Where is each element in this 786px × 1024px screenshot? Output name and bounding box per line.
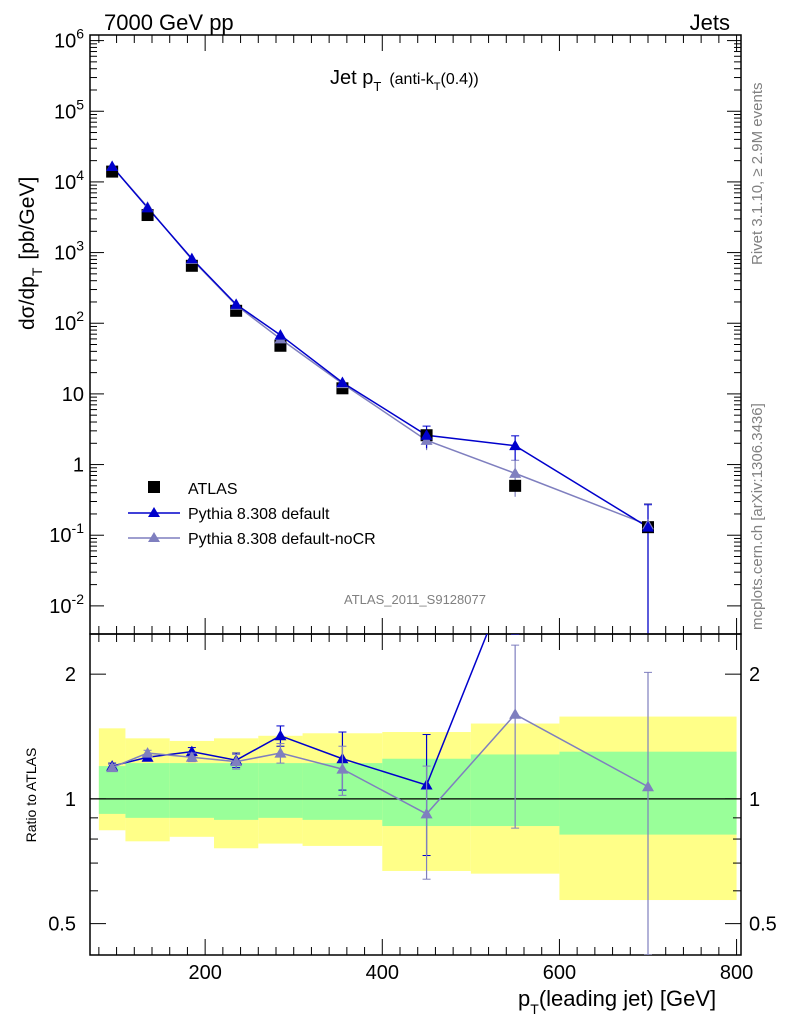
y-axis-label-sub: T: [29, 267, 45, 276]
y-axis-label-b: [pb/GeV]: [16, 177, 39, 260]
ratio-point-nocr: [420, 807, 433, 819]
y-tick-label: 105: [54, 96, 84, 123]
data-point-default: [420, 429, 433, 440]
ratio-point-nocr: [274, 747, 287, 758]
ratio-point-default: [509, 557, 521, 568]
y-axis-label-ratio: Ratio to ATLAS: [23, 748, 39, 843]
y-tick-label: 10-1: [49, 520, 84, 547]
legend-marker-default: [148, 507, 160, 517]
ratio-point-nocr: [141, 747, 154, 758]
legend-label-atlas: ATLAS: [188, 481, 238, 498]
x-axis-label-b: (leading jet) [GeV]: [539, 986, 716, 1011]
y-tick-label: 103: [54, 238, 84, 265]
y-tick-label: 106: [54, 26, 84, 53]
header-left-label: 7000 GeV pp: [104, 10, 234, 35]
ratio-y-tick-label-right: 0.5: [749, 914, 777, 936]
x-tick-label: 400: [366, 962, 399, 984]
ratio-point-nocr: [642, 780, 654, 792]
plot-title: Jet pT (anti-kT(0.4)): [330, 67, 479, 94]
y-tick-label: 102: [54, 308, 84, 335]
data-point-default: [509, 439, 522, 451]
uncertainty-band-inner: [214, 763, 259, 820]
data-point-default: [106, 160, 119, 172]
y-axis-label-main: dσ/dpT [pb/GeV]: [16, 177, 45, 330]
y-tick-label: 10-2: [49, 591, 84, 618]
ratio-point-nocr: [509, 708, 522, 719]
x-axis-label-a: p: [518, 986, 530, 1011]
legend: ATLAS Pythia 8.308 default Pythia 8.308 …: [128, 481, 376, 548]
plot-title-paren: (anti-k: [389, 71, 434, 88]
ratio-point-nocr: [106, 761, 119, 773]
ratio-y-tick-label: 1: [65, 789, 76, 811]
data-point-default: [185, 252, 198, 264]
data-point-atlas: [509, 479, 522, 492]
uncertainty-band-inner: [125, 763, 170, 818]
ratio-frame: [89, 633, 742, 956]
ratio-y-tick-label: 2: [65, 664, 76, 686]
data-point-default: [642, 521, 654, 532]
ratio-plot-area: 200 400 600 800 0.5 0.5 1 1 2 2: [48, 557, 777, 984]
y-tick-label: 1: [73, 455, 84, 477]
ratio-point-nocr: [185, 751, 198, 762]
x-tick-label: 800: [720, 962, 753, 984]
ratio-point-nocr: [230, 755, 243, 767]
x-tick-label: 600: [543, 962, 576, 984]
data-point-default: [274, 329, 287, 340]
legend-label-nocr: Pythia 8.308 default-noCR: [188, 531, 376, 548]
legend-marker-atlas: [148, 481, 160, 493]
x-axis-label-sub: T: [530, 1001, 539, 1017]
data-point-default: [230, 298, 243, 309]
ratio-point-default: [274, 729, 287, 741]
rivet-label: Rivet 3.1.10, ≥ 2.9M events: [749, 83, 766, 266]
uncertainty-band-inner: [258, 763, 303, 818]
x-tick-label: 200: [188, 962, 221, 984]
data-point-nocr: [509, 467, 522, 478]
ratio-point-nocr: [336, 763, 349, 774]
series-line-nocr: [111, 166, 649, 526]
data-point-default: [336, 376, 349, 387]
data-point-default: [141, 201, 154, 213]
plot-title-paren-sub: T: [434, 81, 441, 93]
y-tick-label: 10: [62, 384, 84, 406]
y-tick-label: 104: [54, 167, 84, 194]
legend-marker-nocr: [148, 532, 160, 542]
mcplots-label: mcplots.cern.ch [arXiv:1306.3436]: [749, 403, 766, 630]
header-right-label: Jets: [690, 10, 730, 35]
main-plot-area: 10-2 10-1 1 10 102 103 104 105 106: [49, 26, 742, 635]
plot-title-sub: T: [373, 79, 381, 94]
plot-title-main: Jet p: [330, 67, 373, 89]
uncertainty-band-inner: [98, 766, 126, 814]
series-line-default: [111, 166, 649, 528]
analysis-label: ATLAS_2011_S9128077: [344, 592, 486, 607]
ratio-y-tick-label: 0.5: [48, 914, 76, 936]
ratio-line-default: [111, 634, 488, 786]
x-axis-label: pT(leading jet) [GeV]: [518, 986, 716, 1017]
ratio-y-tick-label-right: 2: [749, 664, 760, 686]
ratio-y-tick-label-right: 1: [749, 789, 760, 811]
ratio-series-group: [106, 557, 654, 955]
legend-label-default: Pythia 8.308 default: [188, 506, 330, 523]
plot-title-paren-end: (0.4)): [441, 71, 479, 88]
uncertainty-band-inner: [169, 763, 214, 818]
y-axis-label-a: dσ/dp: [16, 276, 39, 330]
